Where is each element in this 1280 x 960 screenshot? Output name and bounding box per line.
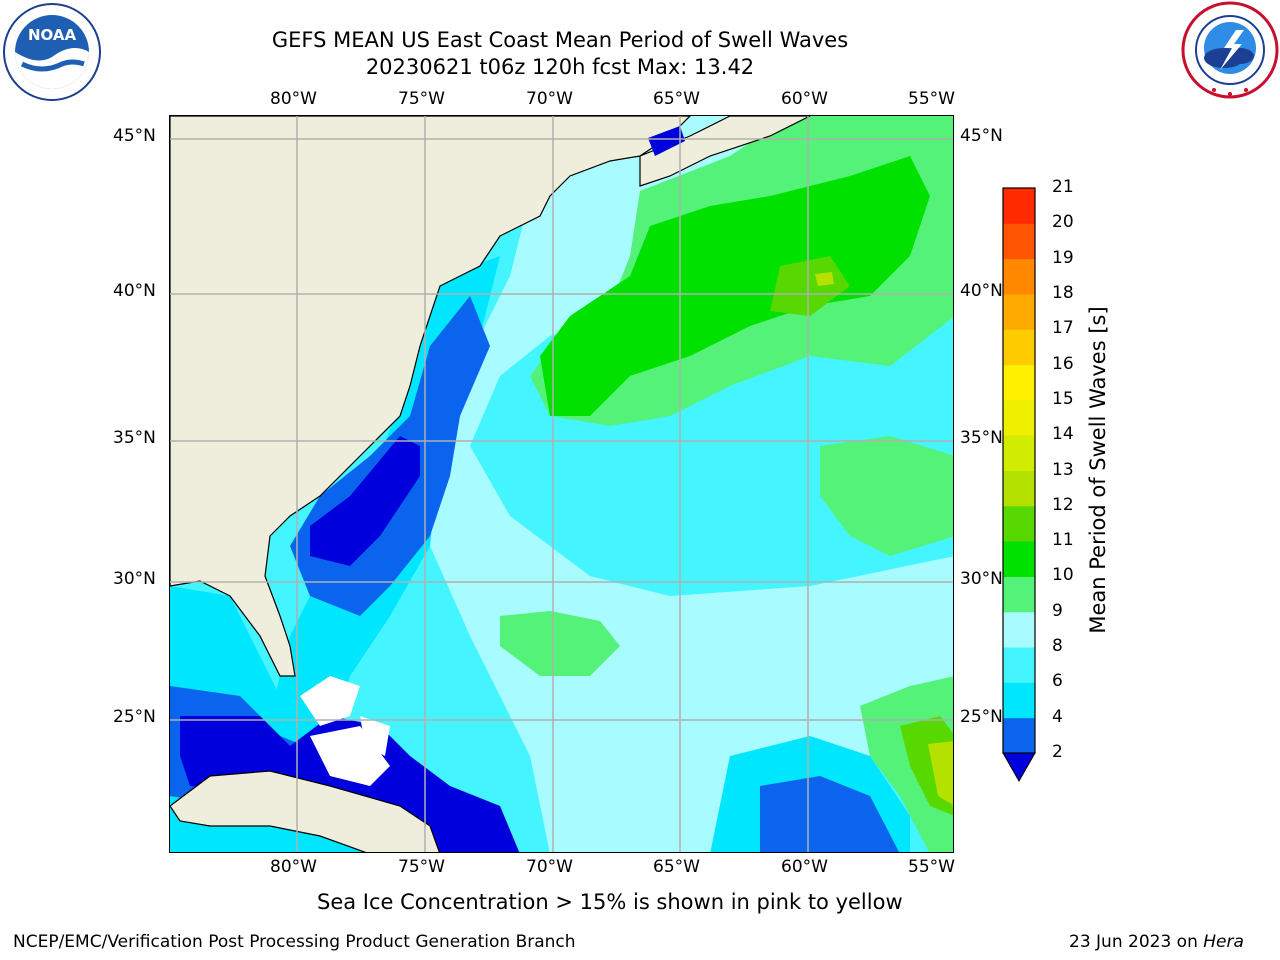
- field-9-10s-central: [500, 611, 620, 676]
- lon-label-top: 55°W: [908, 89, 955, 109]
- colorbar: [1002, 187, 1036, 783]
- colorbar-under-arrow: [1002, 752, 1036, 783]
- lon-label-bottom: 80°W: [270, 857, 317, 877]
- colorbar-outline: [1002, 187, 1036, 754]
- lon-label-top: 70°W: [526, 89, 573, 109]
- footer-timestamp: 23 Jun 2023 on Hera: [1069, 932, 1244, 952]
- colorbar-tick-label: 12: [1052, 494, 1074, 515]
- colorbar-segment: [1003, 717, 1035, 754]
- colorbar-tick-label: 19: [1052, 247, 1074, 268]
- lon-label-top: 65°W: [653, 89, 700, 109]
- colorbar-tick-label: 11: [1052, 530, 1074, 551]
- colorbar-tick-label: 8: [1052, 636, 1063, 657]
- lat-label-right: 35°N: [960, 428, 1003, 448]
- lat-label-left: 45°N: [113, 126, 156, 146]
- lon-label-bottom: 55°W: [908, 857, 955, 877]
- colorbar-segment: [1003, 435, 1035, 471]
- ice-mask-1: [300, 676, 360, 726]
- colorbar-tick-label: 2: [1052, 742, 1063, 762]
- colorbar-tick-label: 14: [1052, 424, 1074, 445]
- footer-host: Hera: [1203, 932, 1244, 952]
- lon-label-bottom: 75°W: [398, 857, 445, 877]
- lat-label-left: 40°N: [113, 281, 156, 301]
- colorbar-tick-label: 18: [1052, 282, 1074, 303]
- field-12-13s-se: [928, 741, 953, 805]
- colorbar-tick-label: 17: [1052, 318, 1074, 339]
- lat-label-left: 30°N: [113, 569, 156, 589]
- lon-label-top: 80°W: [270, 89, 317, 109]
- colorbar-segment: [1003, 682, 1035, 719]
- colorbar-segment: [1003, 223, 1035, 260]
- chart-subtitle: 20230621 t06z 120h fcst Max: 13.42: [365, 55, 755, 79]
- colorbar-label: Mean Period of Swell Waves [s]: [1086, 306, 1110, 634]
- colorbar-tick-label: 4: [1052, 706, 1063, 727]
- land-north-america: [170, 116, 691, 677]
- sea-ice-note: Sea Ice Concentration > 15% is shown in …: [317, 890, 903, 914]
- colorbar-segment: [1003, 258, 1035, 295]
- colorbar-tick-label: 13: [1052, 459, 1074, 480]
- noaa-logo-text: NOAA: [28, 26, 77, 44]
- lon-label-bottom: 60°W: [781, 857, 828, 877]
- lat-label-left: 35°N: [113, 428, 156, 448]
- colorbar-tick-label: 10: [1052, 565, 1074, 586]
- lat-label-right: 40°N: [960, 281, 1003, 301]
- colorbar-segment: [1003, 647, 1035, 683]
- colorbar-segment: [1003, 293, 1035, 330]
- colorbar-tick-label: 20: [1052, 212, 1074, 233]
- field-9-10s-east: [820, 436, 953, 556]
- lat-label-right: 25°N: [960, 707, 1003, 727]
- graticule: [170, 116, 953, 852]
- colorbar-segment: [1003, 505, 1035, 542]
- land-cuba: [170, 770, 440, 852]
- noaa-logo: NOAA: [3, 3, 101, 101]
- colorbar-segment: [1003, 399, 1035, 436]
- footer-date: 23 Jun 2023 on: [1069, 932, 1204, 952]
- field-12-13s-spot: [815, 272, 834, 286]
- colorbar-tick-label: 21: [1052, 177, 1074, 197]
- footer-credit: NCEP/EMC/Verification Post Processing Pr…: [13, 932, 576, 952]
- chart-title: GEFS MEAN US East Coast Mean Period of S…: [271, 28, 849, 52]
- field-below-2s-bahamas: [180, 716, 520, 852]
- field-10-11s: [540, 156, 930, 416]
- colorbar-segment: [1003, 576, 1035, 613]
- colorbar-segment: [1003, 329, 1035, 366]
- lon-label-top: 60°W: [781, 89, 828, 109]
- colorbar-segments: [1003, 188, 1035, 754]
- colorbar-tick-label: 9: [1052, 600, 1063, 621]
- colorbar-segment: [1003, 541, 1035, 577]
- swell-period-map: [170, 116, 953, 852]
- colorbar-segment: [1003, 188, 1035, 224]
- colorbar-tick-label: 16: [1052, 353, 1074, 374]
- lon-label-bottom: 65°W: [653, 857, 700, 877]
- field-11-12s-spot: [770, 256, 850, 316]
- colorbar-tick-label: 6: [1052, 671, 1063, 692]
- colorbar-segment: [1003, 611, 1035, 648]
- colorbar-segment: [1003, 364, 1035, 401]
- lat-label-right: 30°N: [960, 569, 1003, 589]
- colorbar-tick-label: 15: [1052, 388, 1074, 409]
- lon-label-top: 75°W: [398, 89, 445, 109]
- lon-label-bottom: 70°W: [526, 857, 573, 877]
- field-below-2s-bay: [648, 126, 685, 156]
- field-below-2s-core: [310, 436, 420, 566]
- nws-logo: [1181, 1, 1279, 99]
- lat-label-right: 45°N: [960, 126, 1003, 146]
- field-2-4s-se: [760, 776, 899, 852]
- ice-mask-3: [360, 716, 390, 756]
- map-panel: [169, 115, 954, 853]
- colorbar-segment: [1003, 470, 1035, 507]
- field-8-9s-north: [530, 156, 650, 286]
- lat-label-left: 25°N: [113, 707, 156, 727]
- land-nova-scotia: [639, 116, 811, 187]
